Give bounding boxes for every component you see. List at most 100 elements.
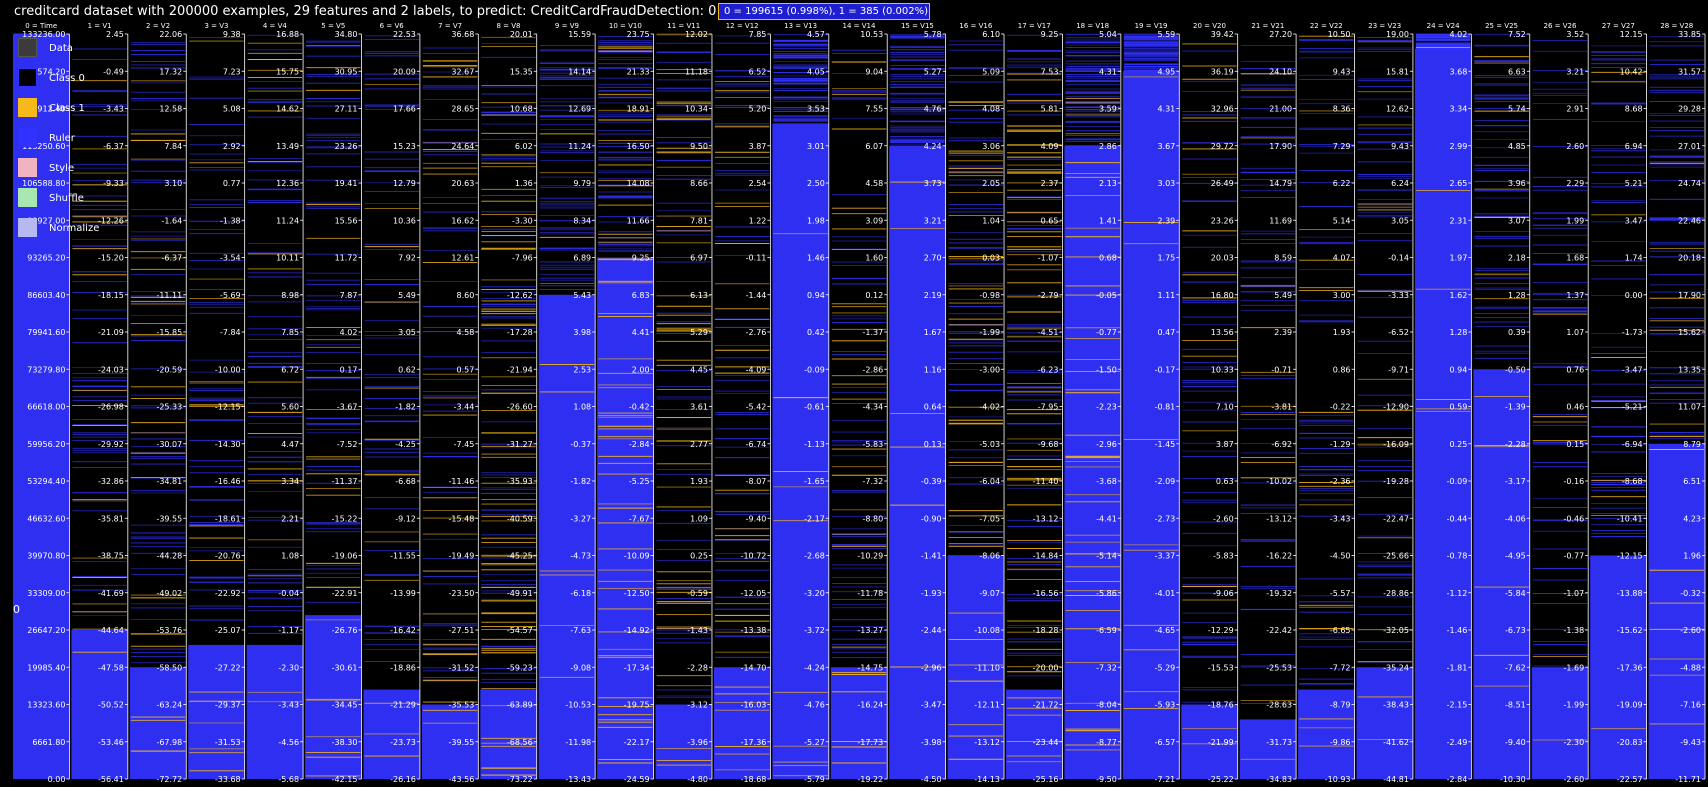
tick-label: -34.81 [156, 477, 182, 486]
column-header: 27 = V27 [1602, 22, 1635, 30]
tick-label: -13.12 [1266, 514, 1292, 523]
tick-label: -25.16 [1033, 775, 1059, 784]
tick-label: 93265.20 [27, 254, 65, 263]
tick-label: -32.05 [1383, 626, 1409, 635]
tick-label: 6.10 [982, 30, 1000, 39]
tick-label: -3.98 [921, 738, 942, 747]
tick-label: 3.73 [924, 179, 942, 188]
tick-label: -22.92 [215, 589, 241, 598]
tick-label: 11.69 [1269, 216, 1292, 225]
tick-label: -2.79 [1038, 291, 1059, 300]
column-header: 1 = V1 [88, 22, 112, 30]
tick-label: 0.15 [1566, 440, 1584, 449]
tick-label: 6.13 [690, 291, 708, 300]
column-header: 17 = V17 [1018, 22, 1051, 30]
tick-label: -1.81 [1447, 663, 1468, 672]
tick-label: 6.63 [1508, 67, 1526, 76]
column-header: 14 = V14 [843, 22, 876, 30]
tick-label: -13.12 [1033, 514, 1059, 523]
tick-label: -19.49 [449, 552, 475, 561]
tick-label: 2.54 [749, 179, 767, 188]
tick-label: -0.04 [278, 589, 299, 598]
tick-label: 2.99 [1450, 142, 1468, 151]
tick-label: -0.09 [804, 365, 825, 374]
tick-label: 2.18 [1508, 254, 1526, 263]
tick-label: -13.88 [1617, 589, 1643, 598]
tick-label: -4.88 [1680, 663, 1701, 672]
tick-label: -23.73 [390, 738, 416, 747]
tick-label: 0.42 [807, 328, 825, 337]
class-0-fill [1531, 667, 1589, 779]
tick-label: -8.04 [1096, 701, 1117, 710]
tick-label: -18.61 [215, 514, 241, 523]
tick-label: 20.01 [510, 30, 533, 39]
tick-label: -27.51 [449, 626, 475, 635]
tick-label: 6.52 [749, 67, 767, 76]
tick-label: -3.47 [921, 701, 942, 710]
tick-label: 3.98 [573, 328, 591, 337]
tick-label: 5.43 [573, 291, 591, 300]
tick-label: 6.72 [281, 365, 299, 374]
tick-label: 2.50 [807, 179, 825, 188]
tick-label: 29.72 [1211, 142, 1234, 151]
tick-label: 1.07 [1566, 328, 1584, 337]
tick-label: -4.95 [1505, 552, 1526, 561]
tick-label: 17.32 [159, 67, 182, 76]
tick-label: 24.10 [1269, 67, 1292, 76]
tick-label: 33.85 [1678, 30, 1701, 39]
tick-label: -63.89 [507, 701, 533, 710]
column-header: 15 = V15 [901, 22, 934, 30]
tick-label: -2.28 [1505, 440, 1526, 449]
tick-label: 10.33 [1211, 365, 1234, 374]
tick-label: 14.79 [1269, 179, 1292, 188]
tick-label: -10.09 [624, 552, 650, 561]
tick-label: -35.93 [507, 477, 533, 486]
tick-label: -2.84 [629, 440, 650, 449]
tick-label: 7.92 [398, 254, 416, 263]
tick-label: 19.41 [335, 179, 358, 188]
tick-label: 3.59 [1099, 105, 1117, 114]
tick-label: 46632.60 [27, 514, 65, 523]
tick-label: 0.62 [398, 365, 416, 374]
tick-label: 7.85 [749, 30, 767, 39]
tick-label: -0.05 [1096, 291, 1117, 300]
tick-label: 12.79 [393, 179, 416, 188]
tick-label: 4.23 [1683, 514, 1701, 523]
class-0-fill [188, 644, 245, 779]
tick-label: 2.53 [573, 365, 591, 374]
tick-label: -2.73 [1155, 514, 1176, 523]
tick-label: -12.11 [974, 701, 1000, 710]
tick-label: -34.45 [332, 701, 358, 710]
tick-label: -10.02 [1266, 477, 1292, 486]
feature-column: 1 = V12.45 -0.49 -3.43 -6.37 -9.33 -12.26 -15.… [71, 22, 129, 784]
tick-label: 0.47 [1157, 328, 1175, 337]
tick-label: 4.31 [1157, 105, 1175, 114]
tick-label: -10.29 [857, 552, 883, 561]
tick-label: 7.81 [690, 216, 708, 225]
tick-label: 1.97 [1450, 254, 1468, 263]
tick-label: -22.17 [624, 738, 650, 747]
tick-label: 26.49 [1211, 179, 1234, 188]
tick-label: -13.12 [974, 738, 1000, 747]
tick-label: 3.34 [281, 477, 299, 486]
column-header: 28 = V28 [1660, 22, 1693, 30]
tick-label: 32.96 [1211, 105, 1234, 114]
tick-label: -21.09 [98, 328, 124, 337]
tick-label: 8.66 [690, 179, 708, 188]
legend-label: Ruler [49, 133, 75, 144]
tick-label: -1.13 [804, 440, 825, 449]
tick-label: 0.77 [223, 179, 241, 188]
tick-label: -9.68 [1038, 440, 1059, 449]
tick-label: -10.08 [974, 626, 1000, 635]
tick-label: 39970.80 [27, 552, 65, 561]
tick-label: 5.74 [1508, 105, 1526, 114]
tick-label: 15.59 [568, 30, 591, 39]
tick-label: -1.50 [1096, 365, 1117, 374]
tick-label: -20.76 [215, 552, 241, 561]
column-header: 26 = V26 [1544, 22, 1577, 30]
tick-label: -21.94 [507, 365, 533, 374]
tick-label: 1.93 [1333, 328, 1351, 337]
column-header: 9 = V9 [555, 22, 579, 30]
tick-label: -8.07 [746, 477, 767, 486]
tick-label: -1.64 [162, 216, 183, 225]
